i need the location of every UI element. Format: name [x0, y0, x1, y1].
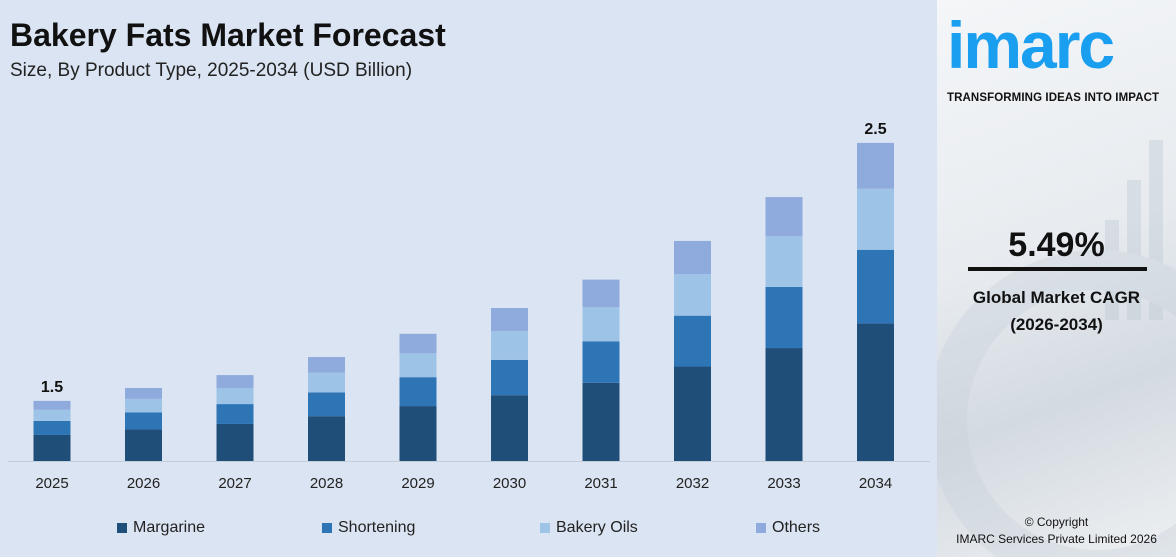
cagr-label-line2: (2026-2034)	[1010, 315, 1103, 334]
cagr-value: 5.49%	[1008, 226, 1105, 264]
bar-2034-margarine	[857, 323, 894, 461]
bar-2027-shortening	[216, 404, 254, 424]
x-tick-label: 2026	[127, 475, 160, 492]
chart-title: Bakery Fats Market Forecast	[10, 17, 446, 53]
bar-2033-others	[765, 197, 803, 237]
data-label-2025: 1.5	[41, 379, 63, 396]
chart-subtitle: Size, By Product Type, 2025-2034 (USD Bi…	[10, 60, 413, 81]
bar-2030-shortening	[491, 359, 528, 396]
legend-item-bakery-oils: Bakery Oils	[540, 519, 638, 537]
x-tick-label: 2030	[493, 475, 526, 492]
bar-2025-shortening	[33, 420, 71, 435]
bar-2033-margarine	[765, 348, 803, 461]
x-tick-label: 2031	[584, 475, 617, 492]
bar-2027-bakery-oils	[216, 387, 254, 405]
bar-2028-shortening	[308, 392, 345, 417]
legend-item-margarine: Margarine	[117, 519, 205, 537]
legend-label: Margarine	[133, 519, 206, 536]
legend-label: Bakery Oils	[556, 519, 638, 536]
bar-2032-others	[674, 240, 711, 275]
bar-2033-bakery-oils	[765, 236, 803, 287]
bar-2031-bakery-oils	[582, 307, 620, 342]
bar-2029-margarine	[399, 406, 437, 461]
legend: Margarine Shortening Bakery Oils Others	[0, 519, 937, 539]
bar-2026-shortening	[125, 412, 162, 430]
bar-2025-margarine	[33, 434, 71, 461]
x-tick-label: 2029	[401, 475, 434, 492]
chart-panel: Bakery Fats Market Forecast Size, By Pro…	[0, 17, 937, 539]
logo-text: imarc	[947, 8, 1115, 82]
bar-2031-others	[582, 279, 620, 308]
data-label-2034: 2.5	[864, 121, 886, 138]
imarc-logo: imarc TRANSFORMING IDEAS INTO IMPACT	[947, 10, 1176, 104]
legend-swatch	[322, 523, 332, 533]
bar-2027-margarine	[216, 423, 254, 461]
legend-swatch	[756, 523, 766, 533]
legend-label: Others	[772, 519, 821, 536]
bar-2029-bakery-oils	[399, 353, 437, 378]
bar-2030-others	[491, 308, 528, 332]
x-tick-label: 2034	[859, 475, 892, 492]
bar-2026-bakery-oils	[125, 398, 162, 413]
bar-2030-margarine	[491, 395, 528, 461]
tagline: TRANSFORMING IDEAS INTO IMPACT	[947, 92, 1160, 104]
bar-2032-bakery-oils	[674, 274, 711, 316]
legend-label: Shortening	[338, 519, 416, 536]
bar-2034-shortening	[857, 249, 894, 324]
x-tick-label: 2032	[676, 475, 709, 492]
bar-2029-others	[399, 333, 437, 354]
copyright-line1: © Copyright	[1024, 515, 1089, 529]
bar-2027-others	[216, 375, 254, 388]
bar-2028-margarine	[308, 416, 345, 461]
x-tick-label: 2025	[35, 475, 68, 492]
bar-2026-others	[125, 387, 162, 399]
legend-swatch	[540, 523, 550, 533]
x-tick-label: 2027	[218, 475, 251, 492]
bar-2030-bakery-oils	[491, 331, 528, 360]
cagr-label-line1: Global Market CAGR	[972, 288, 1141, 307]
bar-2028-others	[308, 357, 345, 373]
stacked-bar-chart: 2025 1.5 2026 2027 2028 2029 2030 2031 2032 2033 2…	[8, 121, 930, 492]
bar-2031-shortening	[582, 341, 620, 383]
copyright: © Copyright IMARC Services Private Limit…	[937, 514, 1176, 548]
copyright-line2: IMARC Services Private Limited 2026	[956, 532, 1157, 546]
bar-2028-bakery-oils	[308, 372, 345, 393]
bar-2032-margarine	[674, 366, 711, 461]
bar-2032-shortening	[674, 315, 711, 367]
bar-2025-others	[33, 400, 71, 410]
bar-2034-others	[857, 142, 894, 189]
legend-item-others: Others	[756, 519, 820, 537]
legend-item-shortening: Shortening	[322, 519, 415, 537]
bar-2034-bakery-oils	[857, 188, 894, 250]
info-panel: imarc TRANSFORMING IDEAS INTO IMPACT 5.4…	[937, 0, 1176, 557]
x-tick-label: 2033	[767, 475, 800, 492]
bar-2025-bakery-oils	[33, 409, 71, 421]
bar-2029-shortening	[399, 377, 437, 407]
bar-2033-shortening	[765, 286, 803, 349]
cagr-label: Global Market CAGR (2026-2034)	[937, 284, 1176, 338]
legend-swatch	[117, 523, 127, 533]
bar-2031-margarine	[582, 382, 620, 461]
x-tick-label: 2028	[310, 475, 343, 492]
bar-2026-margarine	[125, 429, 162, 461]
divider	[968, 267, 1147, 271]
